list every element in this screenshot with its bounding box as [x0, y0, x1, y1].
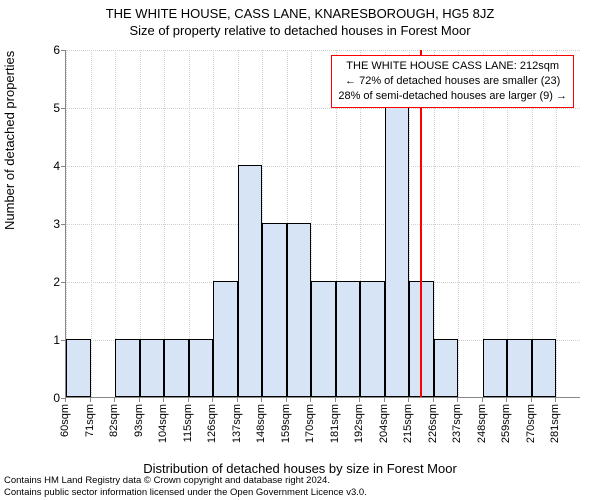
histogram-bar	[483, 339, 508, 397]
histogram-bar	[532, 339, 557, 397]
xtick-mark	[188, 398, 189, 402]
xtick-mark	[163, 398, 164, 402]
xtick-mark	[139, 398, 140, 402]
xtick-label: 281sqm	[549, 404, 561, 443]
annotation-line: ← 72% of detached houses are smaller (23…	[338, 74, 567, 89]
ytick-label: 1	[40, 333, 60, 347]
xtick-mark	[433, 398, 434, 402]
ytick-mark	[61, 108, 65, 109]
annotation-line: 28% of semi-detached houses are larger (…	[338, 89, 567, 104]
xtick-mark	[114, 398, 115, 402]
histogram-bar	[164, 339, 189, 397]
xtick-label: 170sqm	[304, 404, 316, 443]
xtick-label: 204sqm	[378, 404, 390, 443]
xtick-label: 115sqm	[182, 404, 194, 442]
xtick-label: 137sqm	[231, 404, 243, 443]
xtick-mark	[310, 398, 311, 402]
gridline-h	[66, 224, 580, 225]
histogram-bar	[66, 339, 91, 397]
histogram-bar	[262, 223, 287, 397]
xtick-label: 126sqm	[206, 404, 218, 443]
xtick-mark	[90, 398, 91, 402]
histogram-bar	[385, 107, 410, 397]
ytick-mark	[61, 340, 65, 341]
gridline-v	[91, 50, 92, 397]
ytick-label: 6	[40, 43, 60, 57]
histogram-bar	[507, 339, 532, 397]
gridline-h	[66, 108, 580, 109]
ytick-mark	[61, 166, 65, 167]
xtick-label: 93sqm	[133, 404, 145, 437]
xtick-label: 248sqm	[476, 404, 488, 443]
ytick-mark	[61, 50, 65, 51]
histogram-bar	[115, 339, 140, 397]
histogram-chart: THE WHITE HOUSE CASS LANE: 212sqm← 72% o…	[45, 50, 580, 420]
xtick-label: 270sqm	[525, 404, 537, 443]
xtick-mark	[65, 398, 66, 402]
page-subtitle: Size of property relative to detached ho…	[0, 23, 600, 38]
xtick-label: 104sqm	[157, 404, 169, 443]
xtick-mark	[286, 398, 287, 402]
histogram-bar	[238, 165, 263, 397]
histogram-bar	[213, 281, 238, 397]
histogram-bar	[360, 281, 385, 397]
xtick-label: 192sqm	[353, 404, 365, 443]
footer-line-1: Contains HM Land Registry data © Crown c…	[4, 475, 367, 486]
xtick-label: 226sqm	[427, 404, 439, 443]
xtick-mark	[408, 398, 409, 402]
histogram-bar	[434, 339, 459, 397]
page-title: THE WHITE HOUSE, CASS LANE, KNARESBOROUG…	[0, 6, 600, 21]
xtick-mark	[261, 398, 262, 402]
footer-line-2: Contains public sector information licen…	[4, 487, 367, 498]
ytick-label: 0	[40, 391, 60, 405]
y-axis-label: Number of detached properties	[2, 51, 17, 230]
ytick-mark	[61, 282, 65, 283]
annotation-callout: THE WHITE HOUSE CASS LANE: 212sqm← 72% o…	[331, 55, 574, 108]
xtick-mark	[335, 398, 336, 402]
annotation-line: THE WHITE HOUSE CASS LANE: 212sqm	[338, 59, 567, 74]
ytick-label: 5	[40, 101, 60, 115]
xtick-label: 181sqm	[329, 404, 341, 443]
xtick-label: 148sqm	[255, 404, 267, 443]
ytick-label: 4	[40, 159, 60, 173]
ytick-mark	[61, 224, 65, 225]
xtick-mark	[506, 398, 507, 402]
xtick-mark	[531, 398, 532, 402]
xtick-label: 82sqm	[108, 404, 120, 437]
xtick-label: 60sqm	[59, 404, 71, 437]
histogram-bar	[311, 281, 336, 397]
histogram-bar	[287, 223, 312, 397]
xtick-mark	[237, 398, 238, 402]
histogram-bar	[189, 339, 214, 397]
histogram-bar	[336, 281, 361, 397]
xtick-label: 159sqm	[280, 404, 292, 443]
xtick-mark	[555, 398, 556, 402]
ytick-label: 2	[40, 275, 60, 289]
xtick-mark	[384, 398, 385, 402]
xtick-label: 215sqm	[402, 404, 414, 443]
xtick-mark	[457, 398, 458, 402]
gridline-h	[66, 50, 580, 51]
xtick-mark	[212, 398, 213, 402]
xtick-mark	[482, 398, 483, 402]
ytick-label: 3	[40, 217, 60, 231]
xtick-mark	[359, 398, 360, 402]
histogram-bar	[140, 339, 165, 397]
footer-attribution: Contains HM Land Registry data © Crown c…	[4, 475, 367, 498]
xtick-label: 259sqm	[500, 404, 512, 443]
xtick-label: 237sqm	[451, 404, 463, 443]
xtick-label: 71sqm	[84, 404, 96, 437]
x-axis-label: Distribution of detached houses by size …	[0, 461, 600, 476]
gridline-h	[66, 166, 580, 167]
plot-area: THE WHITE HOUSE CASS LANE: 212sqm← 72% o…	[65, 50, 580, 398]
